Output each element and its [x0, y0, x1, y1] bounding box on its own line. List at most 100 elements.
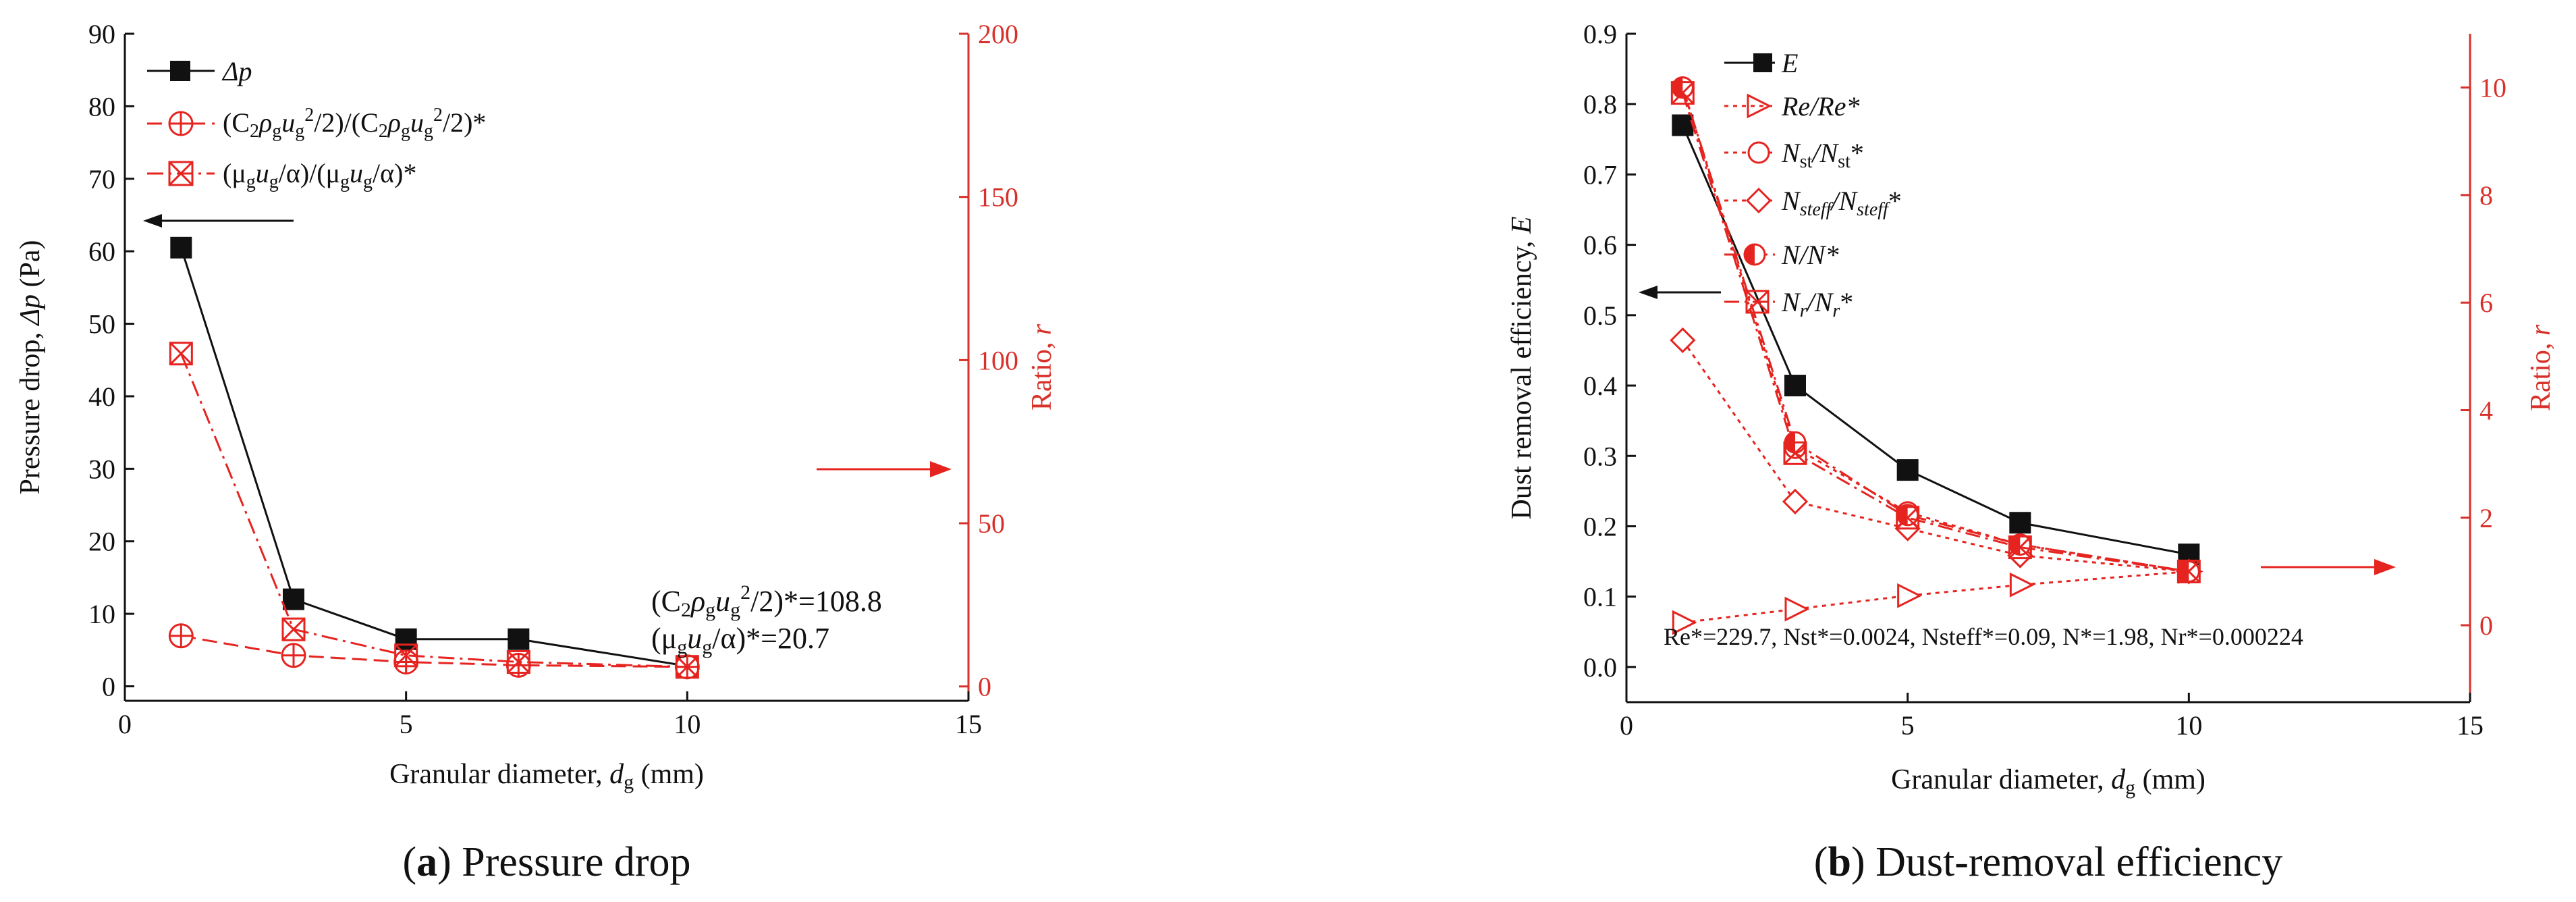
b-series-point — [2009, 512, 2031, 534]
b-series-point — [1672, 610, 1697, 635]
b-legend: E Re/Re* Nst/Nst* Nsteff/Nsteff* — [1724, 48, 1902, 321]
b-ytick-label: 0.2 — [1583, 511, 1617, 541]
b-legend-E: E — [1724, 48, 1798, 78]
b-x-axis-label: Granular diameter, dg (mm) — [1891, 764, 2205, 799]
b-ytick-label: 0.9 — [1583, 19, 1617, 49]
b-xtick-label: 15 — [2457, 710, 2484, 741]
a-y2tick-label: 0 — [978, 672, 991, 702]
b-y2tick-label: 6 — [2479, 288, 2493, 318]
b-legend-Nsteff-label: Nsteff/Nsteff* — [1781, 186, 1902, 220]
a-arrow-right — [817, 461, 952, 477]
a-series-point — [675, 655, 699, 679]
b-series-3 — [1670, 327, 2202, 585]
a-annotation-inertial: (C2ρgug2/2)*=108.8 — [651, 581, 882, 621]
b-xtick-label: 5 — [1901, 710, 1915, 741]
b-legend-Nst: Nst/Nst* — [1724, 138, 1864, 172]
a-ytick-label: 10 — [88, 599, 115, 629]
a-legend-dp-label: Δp — [221, 56, 252, 86]
b-series-line — [1681, 87, 2189, 573]
b-series-line — [1682, 570, 2189, 624]
b-xtick-label: 0 — [1620, 710, 1633, 741]
a-series-point — [170, 236, 192, 259]
a-series-0 — [170, 236, 698, 677]
b-ytick-label: 0.8 — [1583, 89, 1617, 120]
a-ytick-label: 80 — [88, 91, 115, 122]
a-series-point — [393, 649, 419, 674]
b-series-point — [1783, 441, 1807, 465]
a-series-2 — [169, 342, 699, 679]
a-series-point — [508, 628, 530, 650]
a-y2-axis-label: Ratio, r — [1026, 323, 1058, 410]
b-legend-Nsteff: Nsteff/Nsteff* — [1724, 186, 1902, 220]
b-series-5 — [1670, 81, 2201, 583]
a-ytick-label: 90 — [88, 19, 115, 49]
a-legend: Δp (C2ρgug2/2)/(C2ρgug2/2)* (μgug/α)/(μg… — [147, 56, 486, 192]
b-ticks: 0 5 10 15 0.0 0.1 0.2 0.3 0.4 0.5 0.6 0.7 0.8 0.9 0 2 4 6… — [1583, 19, 2506, 741]
a-legend-viscous: (μgug/α)/(μgug/α)* — [147, 158, 416, 192]
a-series-line — [180, 247, 688, 667]
b-series-point — [1897, 583, 1923, 608]
a-arrow-left — [143, 214, 294, 228]
a-xtick-label: 5 — [400, 709, 413, 739]
b-arrow-right — [2261, 559, 2396, 575]
a-series-point — [283, 588, 304, 610]
a-y2tick-label: 50 — [978, 508, 1005, 539]
a-ytick-label: 0 — [102, 672, 115, 702]
b-series-point — [1672, 114, 1694, 136]
b-ytick-label: 0.7 — [1583, 159, 1617, 190]
a-xtick-label: 15 — [955, 709, 982, 739]
b-series-point — [1896, 506, 1920, 530]
a-series-layer — [168, 236, 700, 680]
b-series-point — [1784, 375, 1806, 397]
panel-b: 0 5 10 15 0.0 0.1 0.2 0.3 0.4 0.5 0.6 0.7 0.8 0.9 0 2 4 6… — [1506, 19, 2556, 885]
a-ytick-label: 50 — [88, 309, 115, 340]
b-legend-Nr: Nr/Nr* — [1724, 287, 1853, 321]
b-series-point — [2008, 535, 2032, 560]
a-xtick-label: 0 — [118, 709, 132, 739]
b-series-point — [1670, 327, 1696, 354]
a-legend-inertial: (C2ρgug2/2)/(C2ρgug2/2)* — [147, 105, 486, 142]
b-series-1 — [1672, 559, 2203, 635]
b-annotation: Re*=229.7, Nst*=0.0024, Nsteff*=0.09, N*… — [1664, 623, 2303, 650]
a-series-point — [169, 342, 193, 366]
b-y-axis-label: Dust removal efficiency, E — [1506, 217, 1537, 520]
a-y2tick-label: 150 — [978, 182, 1018, 213]
a-x-axis-label: Granular diameter, dg (mm) — [389, 759, 704, 793]
b-legend-Nr-label: Nr/Nr* — [1781, 287, 1853, 321]
b-y2tick-label: 2 — [2479, 503, 2493, 533]
a-legend-dp: Δp — [147, 56, 252, 86]
b-y2tick-label: 0 — [2479, 610, 2493, 641]
a-annotation-viscous: (μgug/α)*=20.7 — [651, 622, 829, 658]
a-xtick-label: 10 — [674, 709, 701, 739]
a-series-1 — [168, 623, 700, 680]
b-ytick-label: 0.4 — [1583, 371, 1617, 401]
a-series-point — [394, 643, 418, 668]
b-series-point — [2009, 572, 2035, 598]
b-legend-N-label: N/N* — [1781, 240, 1838, 270]
a-ytick-label: 40 — [88, 381, 115, 412]
b-series-point — [1896, 459, 1919, 481]
b-ytick-label: 0.5 — [1583, 300, 1617, 331]
b-series-point — [1670, 81, 1695, 105]
a-ytick-label: 70 — [88, 164, 115, 194]
b-legend-Nst-label: Nst/Nst* — [1781, 138, 1864, 172]
b-legend-N: N/N* — [1724, 240, 1838, 270]
a-series-point — [395, 628, 417, 650]
b-legend-Re: Re/Re* — [1724, 91, 1860, 122]
b-ytick-label: 0.0 — [1583, 652, 1617, 683]
a-series-point — [505, 652, 531, 678]
b-y2tick-label: 4 — [2479, 396, 2493, 426]
a-series-line — [180, 353, 688, 668]
a-legend-viscous-label: (μgug/α)/(μgug/α)* — [223, 158, 416, 192]
b-ytick-label: 0.6 — [1583, 230, 1617, 261]
a-ytick-label: 60 — [88, 236, 115, 267]
a-series-line — [181, 635, 688, 668]
b-series-point — [1784, 596, 1810, 622]
a-series-point — [281, 643, 306, 668]
b-series-0 — [1672, 114, 2200, 566]
b-legend-Re-label: Re/Re* — [1781, 91, 1860, 122]
b-series-point — [1896, 504, 1919, 527]
b-ytick-label: 0.1 — [1583, 582, 1617, 612]
